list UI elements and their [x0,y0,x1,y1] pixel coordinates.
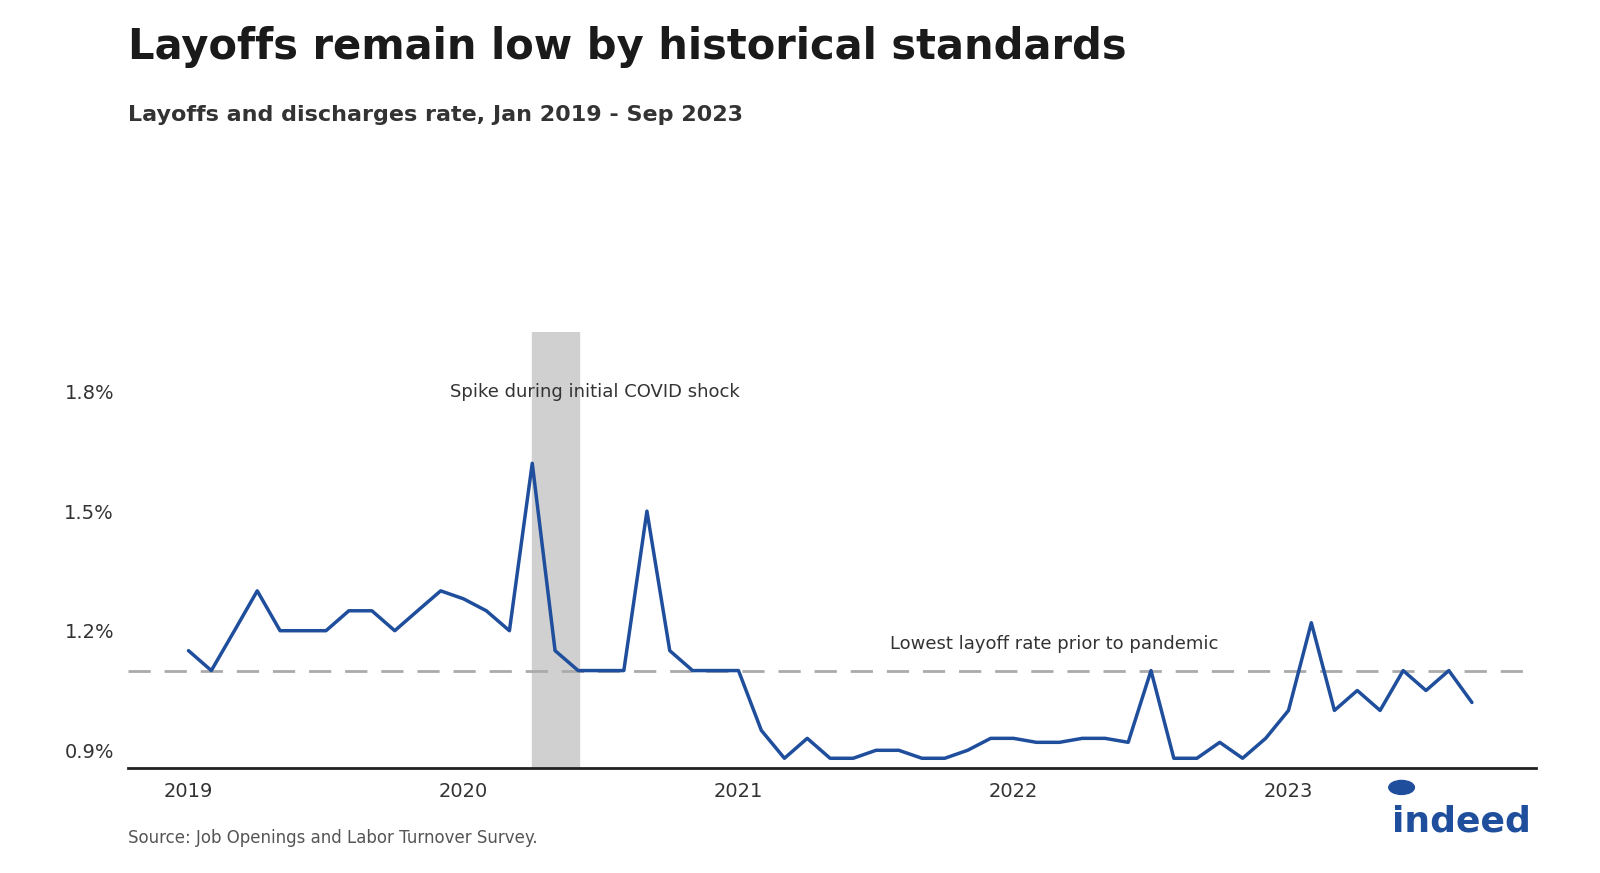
Text: indeed: indeed [1392,804,1531,838]
Bar [533,332,579,768]
Text: Layoffs and discharges rate, Jan 2019 - Sep 2023: Layoffs and discharges rate, Jan 2019 - … [128,105,742,125]
Text: Lowest layoff rate prior to pandemic: Lowest layoff rate prior to pandemic [890,635,1218,653]
Text: Source: Job Openings and Labor Turnover Survey.: Source: Job Openings and Labor Turnover … [128,828,538,847]
Text: Spike during initial COVID shock: Spike during initial COVID shock [450,382,739,401]
Text: Layoffs remain low by historical standards: Layoffs remain low by historical standar… [128,26,1126,68]
